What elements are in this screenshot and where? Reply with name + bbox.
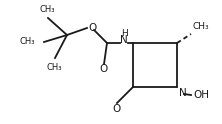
Text: CH₃: CH₃ [46,63,62,72]
Text: CH₃: CH₃ [20,37,35,46]
Text: N: N [179,88,187,98]
Text: O: O [99,64,107,74]
Text: N: N [120,35,128,45]
Text: H: H [121,29,127,37]
Text: CH₃: CH₃ [39,5,55,14]
Text: CH₃: CH₃ [192,22,209,31]
Text: O: O [112,104,120,114]
Text: O: O [88,23,96,33]
Text: OH: OH [193,90,209,100]
